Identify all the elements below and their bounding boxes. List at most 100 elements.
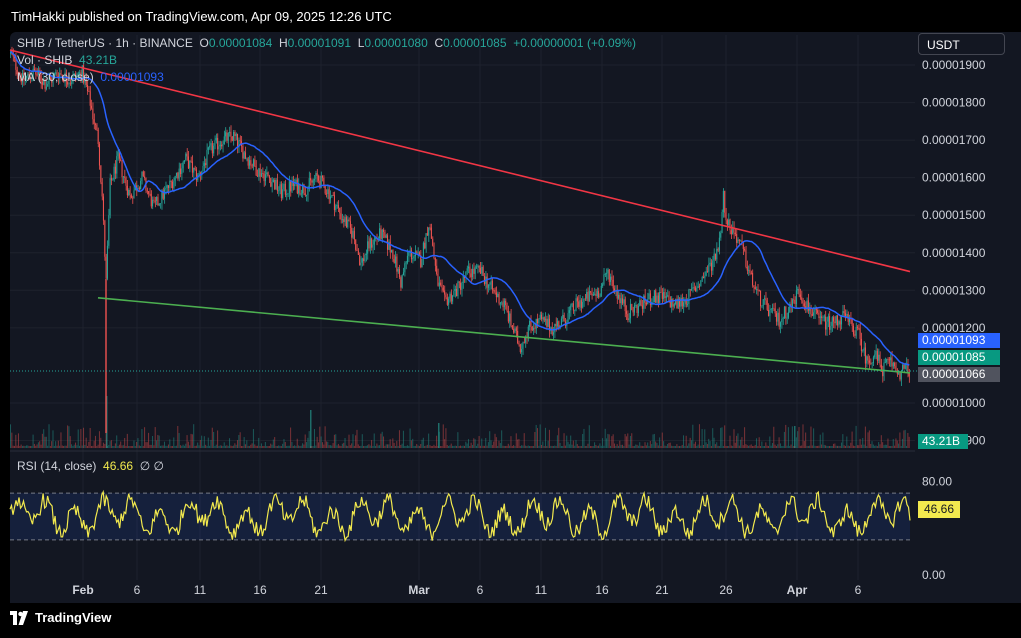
candle-body: [276, 179, 278, 191]
resistance-trendline[interactable]: [9, 49, 911, 273]
tradingview-logo[interactable]: TradingView: [10, 610, 111, 625]
candle-body: [498, 293, 500, 304]
volume-bar: [879, 444, 881, 448]
x-tick-label: 6: [855, 583, 862, 597]
candle-body: [621, 298, 623, 304]
candle-body: [94, 124, 96, 125]
volume-bar: [497, 446, 499, 448]
volume-bar: [117, 445, 119, 448]
candle-body: [109, 178, 111, 216]
candle-body: [29, 77, 31, 79]
volume-bar: [136, 441, 138, 448]
candle-body: [786, 317, 788, 319]
volume-bar: [104, 443, 106, 448]
currency-button[interactable]: USDT: [918, 33, 1005, 55]
volume-bar: [238, 434, 240, 448]
candle-body: [469, 266, 471, 274]
candle-body: [246, 158, 248, 160]
volume-bar: [161, 445, 163, 448]
candle-body: [663, 291, 665, 299]
candle-body: [716, 248, 718, 260]
volume-bar: [822, 432, 824, 448]
y-tick-label: 0.00001700: [922, 133, 986, 147]
volume-bar: [637, 445, 639, 448]
volume-bar: [847, 445, 849, 448]
volume-bar: [726, 445, 728, 448]
volume-bar: [130, 445, 132, 448]
candle-body: [491, 280, 493, 290]
volume-bar: [63, 445, 65, 448]
volume-bar: [321, 442, 323, 448]
candle-body: [35, 70, 37, 75]
volume-bar: [829, 445, 831, 448]
candle-body: [215, 137, 217, 141]
y-tick-label: 0.00001600: [922, 171, 986, 185]
candle-body: [48, 78, 50, 84]
volume-bar: [825, 445, 827, 448]
candle-body: [596, 291, 598, 297]
symbol-label[interactable]: SHIB / TetherUS · 1h · BINANCE: [17, 36, 193, 50]
volume-bar: [633, 445, 635, 448]
volume-bar: [779, 443, 781, 448]
candle-body: [100, 165, 102, 183]
candle-body: [653, 290, 655, 303]
volume-bar: [722, 445, 724, 448]
volume-bar: [521, 445, 523, 448]
candle-body: [105, 256, 107, 279]
volume-bar: [141, 429, 143, 448]
candle-body: [211, 143, 213, 154]
candle-body: [452, 295, 454, 302]
candle-body: [260, 173, 262, 177]
candle-body: [878, 354, 880, 361]
volume-bar: [244, 444, 246, 448]
volume-bar: [697, 444, 699, 448]
candle-body: [793, 299, 795, 301]
volume-bar: [170, 445, 172, 448]
candle-body: [640, 300, 642, 306]
volume-bar: [486, 445, 488, 448]
volume-bar: [886, 444, 888, 448]
candle-body: [851, 319, 853, 326]
candle-body: [142, 171, 144, 177]
volume-bar: [761, 441, 763, 448]
volume-bar: [519, 445, 521, 448]
candle-body: [746, 266, 748, 271]
chart-pane[interactable]: [10, 32, 1021, 603]
support-trendline[interactable]: [97, 297, 911, 374]
volume-bar: [280, 445, 282, 448]
candle-body: [432, 238, 434, 246]
candle-body: [879, 354, 881, 365]
volume-bar: [791, 426, 793, 448]
volume-bar: [24, 445, 26, 448]
candle-body: [679, 298, 681, 307]
ma-label[interactable]: MA (30, close): [17, 70, 94, 84]
volume-bar: [502, 445, 504, 448]
candle-body: [266, 172, 268, 175]
volume-label[interactable]: Vol · SHIB: [17, 53, 73, 67]
candle-body: [466, 268, 468, 272]
candle-body: [760, 290, 762, 307]
volume-bar: [92, 445, 94, 448]
volume-bar: [248, 445, 250, 448]
volume-bar: [621, 444, 623, 448]
volume-bar: [656, 442, 658, 448]
candle-body: [733, 227, 735, 233]
volume-bar: [690, 440, 693, 448]
volume-bar: [163, 441, 166, 448]
volume-bar: [109, 441, 111, 448]
rsi-label[interactable]: RSI (14, close): [17, 459, 97, 473]
candle-body: [598, 291, 600, 298]
volume-bar: [890, 445, 892, 448]
candle-body: [183, 160, 185, 162]
candle-body: [481, 266, 483, 274]
volume-bar: [802, 424, 804, 448]
volume-bar: [25, 445, 27, 448]
volume-bar: [548, 429, 550, 448]
volume-bar: [543, 445, 545, 448]
candle-body: [669, 300, 671, 308]
rsi-extra: ∅ ∅: [139, 459, 164, 473]
candle-body: [96, 124, 98, 130]
candle-body: [802, 300, 804, 304]
candle-body: [667, 295, 669, 297]
